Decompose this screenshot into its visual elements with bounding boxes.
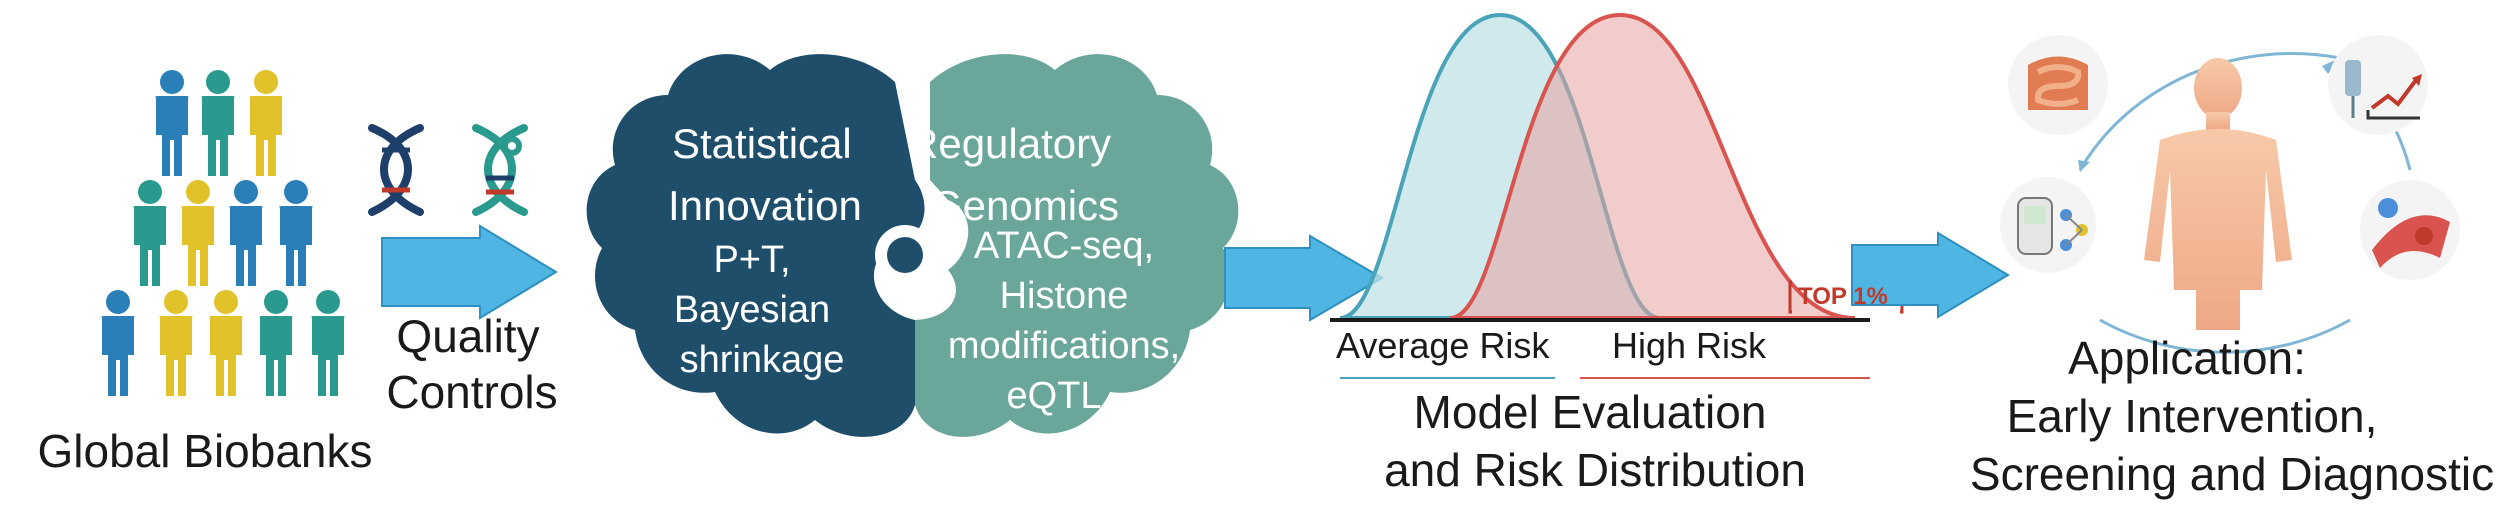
qc-label-line1: Quality: [396, 310, 540, 362]
dna-gear-icon: [472, 124, 528, 216]
brain-right-title-2: Genomics: [930, 182, 1120, 229]
application-line-2: Early Intervention,: [2006, 390, 2378, 442]
flow-arrow-3: [1851, 231, 2010, 319]
brain-right-hemisphere: [915, 54, 1239, 437]
qc-label-line2: Controls: [386, 366, 558, 418]
brain-left-item-3: shrinkage: [679, 339, 845, 381]
brain-left-item-1: P+T,: [713, 239, 791, 281]
flow-arrow-1: [381, 224, 558, 320]
brain-left-item-2: Bayesian: [673, 289, 831, 331]
brain-right-item-2: Histone: [999, 275, 1129, 317]
application-title: Application:: [2068, 332, 2306, 384]
blood-cell-icon: [2360, 180, 2460, 280]
brain-right-item-1: ATAC-seq,: [973, 225, 1155, 267]
intestine-icon: [2008, 35, 2108, 135]
dna-icon: [368, 124, 424, 216]
glucose-meter-icon: [2000, 177, 2096, 273]
brain-left-title-1: Statistical: [672, 120, 852, 167]
risk-distribution-chart: [1330, 12, 1904, 379]
distribution-caption-2: and Risk Distribution: [1384, 444, 1806, 496]
biobanks-label: Global Biobanks: [37, 425, 373, 477]
human-body-icon: [2144, 58, 2292, 330]
application-line-3: Screening and Diagnostic: [1969, 448, 2495, 500]
high-risk-curve: [1449, 12, 1856, 320]
distribution-caption-1: Model Evaluation: [1413, 386, 1767, 438]
flow-arrow-2: [1224, 234, 1384, 322]
top-1-percent-label: TOP 1%: [1798, 283, 1888, 310]
brain-left-title-2: Innovation: [668, 182, 862, 229]
brain-notch-inner: [887, 237, 923, 273]
people-group-icon: [101, 70, 345, 396]
high-risk-label: High Risk: [1612, 325, 1767, 366]
brain-left-hemisphere: [586, 54, 925, 437]
brain-right-item-4: eQTL: [1006, 375, 1102, 417]
average-risk-label: Average Risk: [1336, 325, 1550, 366]
brain-right-title-1: Regulatory: [908, 120, 1112, 167]
brain-right-item-3: modifications,: [947, 325, 1181, 367]
iv-chart-icon: [2328, 35, 2428, 135]
